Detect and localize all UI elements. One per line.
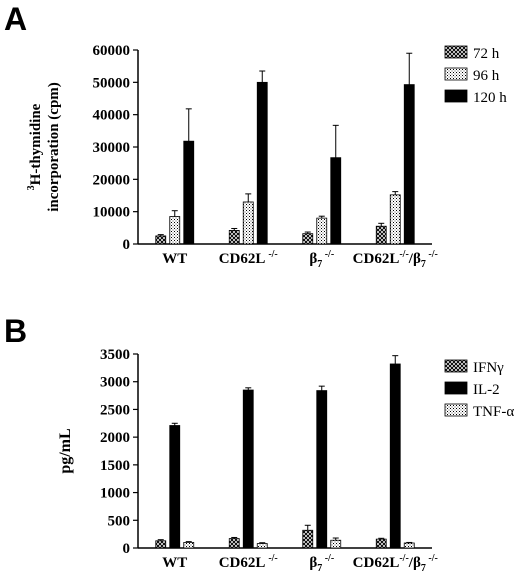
y-axis-label: pg/mL	[57, 428, 74, 473]
legend-swatch	[444, 381, 468, 395]
bar	[169, 425, 181, 549]
y-tick-label: 0	[123, 237, 131, 253]
x-tick-label: CD62L-/-/β7 -/-	[353, 553, 438, 574]
y-tick-label: 20000	[93, 172, 131, 188]
panel-a-letter: A	[4, 1, 27, 37]
bar	[375, 538, 387, 549]
y-tick-label: 40000	[93, 108, 131, 124]
y-axis-label-line2: incorporation (cpm)	[46, 82, 62, 212]
bar	[375, 225, 387, 245]
chart-panel-b: 0 500 1000 1500 2000 2500 3000 3500 pg/mL WT CD62L…	[57, 347, 514, 574]
bar	[403, 84, 415, 245]
legend-swatch	[444, 67, 468, 81]
y-tick-label: 3000	[100, 375, 130, 391]
y-axis-label: 3H-thymidine	[26, 103, 44, 190]
y-tick-label: 0	[123, 541, 131, 557]
legend-swatch	[444, 403, 468, 417]
legend-label: 120 h	[473, 90, 507, 106]
bar	[330, 539, 342, 549]
y-tick-label: 1500	[100, 458, 130, 474]
y-tick-label: 2500	[100, 402, 130, 418]
bar	[316, 390, 328, 549]
y-tick-label: 60000	[93, 43, 131, 59]
legend-label: IL-2	[473, 382, 500, 398]
legend-label: IFNγ	[473, 360, 504, 376]
x-tick-label: CD62L -/-	[219, 249, 278, 267]
legend-label: 72 h	[473, 46, 500, 62]
legend-swatch	[444, 359, 468, 373]
y-tick-label: 500	[108, 513, 131, 529]
legend-swatch	[444, 89, 468, 103]
x-tick-label: WT	[162, 251, 187, 267]
x-tick-label: WT	[162, 555, 187, 571]
bar	[316, 217, 328, 245]
y-tick-label: 1000	[100, 486, 130, 502]
x-tick-label: CD62L-/-/β7 -/-	[353, 249, 438, 270]
y-tick-label: 2000	[100, 430, 130, 446]
x-tick-label: CD62L -/-	[219, 553, 278, 571]
bar	[330, 157, 342, 245]
bar	[389, 194, 401, 245]
panel-b-letter: B	[4, 313, 27, 349]
bar	[183, 140, 195, 245]
bar	[256, 81, 268, 245]
bar	[155, 540, 167, 549]
legend-label: 96 h	[473, 68, 500, 84]
x-tick-label: β7 -/-	[309, 249, 334, 270]
bar	[403, 542, 415, 549]
bar	[256, 543, 268, 549]
bar	[242, 389, 254, 549]
legend-label: TNF-α	[473, 404, 514, 420]
bar	[155, 235, 167, 245]
y-tick-label: 30000	[93, 140, 131, 156]
bar	[302, 529, 314, 549]
legend-swatch	[444, 45, 468, 59]
bar	[183, 542, 195, 549]
chart-panel-a: 0 10000 20000 30000 40000 50000 60000 3H-thymid…	[26, 43, 507, 270]
bar	[228, 538, 240, 549]
y-tick-label: 10000	[93, 205, 131, 221]
bar	[228, 230, 240, 245]
bar	[302, 233, 314, 245]
y-tick-label: 50000	[93, 75, 131, 91]
y-tick-label: 3500	[100, 347, 130, 363]
bar	[242, 201, 254, 245]
bar	[389, 363, 401, 549]
x-tick-label: β7 -/-	[309, 553, 334, 574]
bar	[169, 216, 181, 245]
